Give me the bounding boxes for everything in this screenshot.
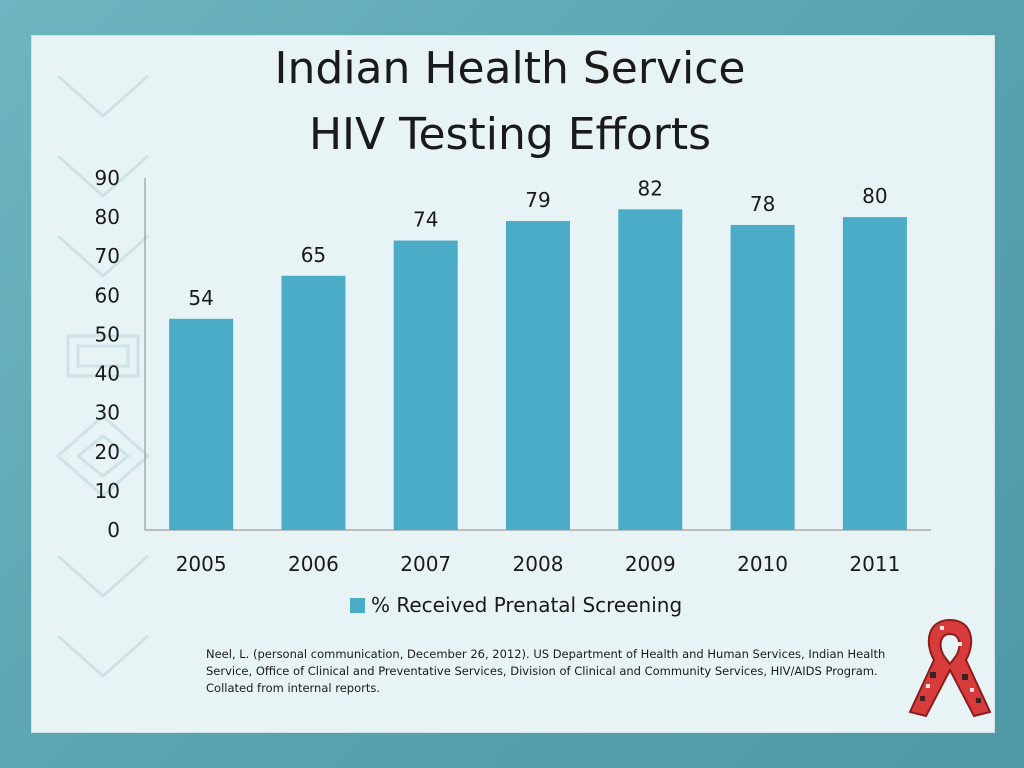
x-tick-label: 2006 (288, 552, 339, 576)
bar (506, 221, 570, 530)
bar (842, 217, 907, 530)
data-label: 78 (750, 192, 775, 216)
data-label: 80 (862, 184, 887, 208)
bar (730, 224, 795, 530)
y-tick-label: 20 (95, 440, 120, 464)
awareness-ribbon-icon (908, 618, 992, 718)
y-tick-label: 50 (95, 322, 120, 346)
page-title: Indian Health Service HIV Testing Effort… (180, 36, 840, 168)
x-tick-label: 2011 (849, 552, 900, 576)
data-label: 54 (188, 286, 213, 310)
y-tick-label: 40 (95, 362, 120, 386)
data-label: 65 (301, 243, 326, 267)
x-tick-label: 2010 (737, 552, 788, 576)
data-label: 79 (525, 188, 550, 212)
source-citation: Neel, L. (personal communication, Decemb… (206, 647, 886, 695)
x-tick-label: 2008 (513, 552, 564, 576)
bar (169, 318, 234, 530)
data-label: 74 (413, 208, 438, 232)
title-line-1: Indian Health Service (274, 43, 746, 94)
data-label: 82 (638, 176, 663, 200)
x-tick-label: 2007 (400, 552, 451, 576)
bar (393, 240, 458, 531)
y-tick-label: 60 (95, 283, 120, 307)
legend-swatch (350, 597, 365, 613)
decorative-pattern (55, 74, 151, 679)
y-tick-label: 90 (95, 166, 120, 190)
y-tick-label: 80 (95, 205, 120, 229)
y-tick-label: 0 (107, 518, 120, 542)
chart-legend: % Received Prenatal Screening (350, 592, 682, 618)
bar (281, 275, 346, 530)
bar (618, 209, 683, 531)
y-tick-label: 10 (95, 479, 120, 503)
y-tick-label: 70 (95, 244, 120, 268)
title-line-2: HIV Testing Efforts (308, 109, 712, 160)
x-tick-label: 2009 (625, 552, 676, 576)
legend-label: % Received Prenatal Screening (371, 593, 683, 617)
y-tick-label: 30 (95, 401, 120, 425)
x-tick-label: 2005 (176, 552, 227, 576)
